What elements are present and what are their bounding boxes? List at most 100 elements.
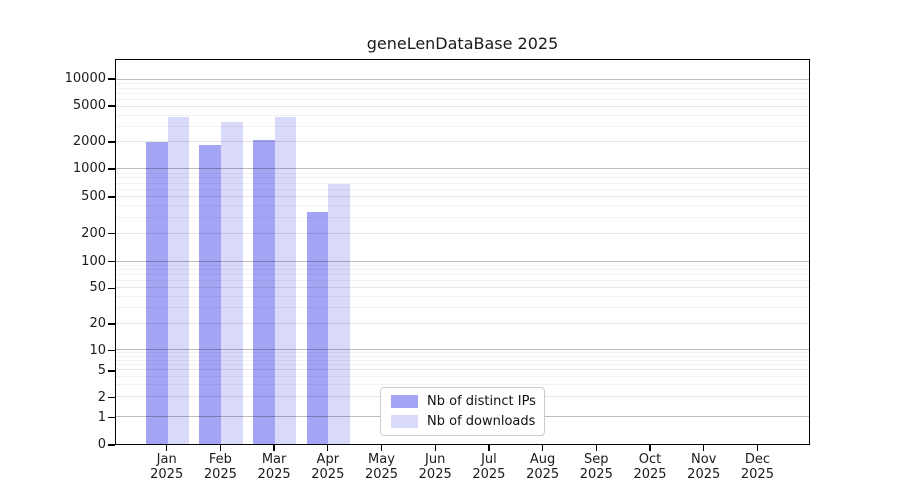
- gridline-minor: [116, 355, 809, 357]
- bar-downloads: [221, 122, 243, 444]
- y-tick-label: 5000: [72, 98, 106, 114]
- bar-distinct-ips: [145, 141, 168, 444]
- x-tick-mark: [541, 445, 544, 451]
- gridline-minor: [116, 274, 809, 276]
- gridline-minor: [116, 280, 809, 282]
- gridline-minor: [116, 172, 809, 174]
- bar-downloads: [167, 116, 190, 444]
- x-tick-label: Mar 2025: [257, 452, 291, 482]
- gridline-minor: [116, 177, 809, 179]
- legend: Nb of distinct IPs Nb of downloads: [380, 387, 545, 436]
- y-tick-label: 20: [89, 315, 106, 331]
- gridline-minor: [116, 369, 809, 371]
- x-tick-mark: [380, 445, 383, 451]
- y-tick-mark: [108, 287, 115, 290]
- x-tick-label: Sep 2025: [579, 452, 613, 482]
- x-tick-label: Nov 2025: [687, 452, 721, 482]
- gridline-minor: [116, 87, 809, 89]
- y-tick-label: 50: [89, 280, 106, 296]
- y-tick-label: 500: [81, 188, 106, 204]
- y-tick-mark: [108, 323, 115, 325]
- y-tick-mark: [108, 444, 115, 446]
- gridline-minor: [116, 306, 809, 308]
- y-tick-mark: [108, 78, 115, 80]
- x-tick-mark: [434, 445, 436, 451]
- y-tick-mark: [108, 370, 115, 372]
- y-tick-label: 5: [97, 362, 106, 378]
- gridline-minor: [116, 269, 809, 271]
- gridline-minor: [116, 105, 809, 107]
- x-tick-mark: [488, 445, 490, 451]
- x-tick-mark: [703, 445, 705, 451]
- gridline-minor: [116, 141, 809, 143]
- legend-label-distinct-ips: Nb of distinct IPs: [427, 394, 536, 409]
- legend-item-downloads: Nb of downloads: [391, 414, 536, 429]
- bar-distinct-ips: [253, 140, 275, 444]
- gridline-minor: [116, 375, 809, 377]
- gridline-minor: [116, 216, 809, 218]
- x-tick-mark: [219, 445, 222, 451]
- y-tick-mark: [108, 141, 115, 143]
- bar-downloads: [328, 184, 350, 444]
- gridline-major: [116, 260, 809, 262]
- y-tick-label: 200: [81, 225, 106, 241]
- legend-label-downloads: Nb of downloads: [427, 414, 536, 429]
- gridline-minor: [116, 188, 809, 190]
- y-tick-mark: [108, 196, 115, 198]
- chart-title: geneLenDataBase 2025: [366, 34, 559, 53]
- x-tick-label: May 2025: [364, 452, 399, 482]
- y-tick-label: 2000: [72, 133, 106, 149]
- gridline-minor: [116, 384, 809, 386]
- y-tick-label: 10: [89, 342, 106, 358]
- bar-distinct-ips: [306, 212, 329, 444]
- y-tick-label: 2: [97, 389, 106, 405]
- y-tick-label: 1: [97, 409, 106, 425]
- x-tick-label: Aug 2025: [526, 452, 560, 482]
- gridline-minor: [116, 352, 809, 354]
- x-tick-label: Jan 2025: [150, 452, 184, 482]
- y-tick-mark: [108, 105, 115, 107]
- gridline-minor: [116, 264, 809, 266]
- legend-swatch-distinct-ips: [391, 395, 418, 408]
- x-tick-mark: [649, 445, 651, 451]
- plot-area: Nb of distinct IPs Nb of downloads: [115, 59, 810, 445]
- gridline-minor: [116, 182, 809, 184]
- y-tick-mark: [108, 260, 115, 263]
- y-tick-label: 100: [81, 253, 106, 269]
- gridline-major: [116, 78, 809, 80]
- x-tick-mark: [273, 445, 275, 451]
- gridline-minor: [116, 114, 809, 116]
- gridline-major: [116, 168, 809, 170]
- gridline-major: [116, 349, 809, 351]
- bar-downloads: [274, 116, 297, 444]
- gridline-minor: [116, 92, 809, 94]
- x-tick-label: Apr 2025: [311, 452, 345, 482]
- x-tick-mark: [327, 445, 329, 451]
- y-tick-mark: [108, 396, 115, 399]
- y-tick-label: 0: [97, 437, 106, 452]
- gridline-minor: [116, 295, 809, 297]
- x-tick-mark: [595, 445, 597, 451]
- gridline-minor: [116, 359, 809, 361]
- x-tick-label: Oct 2025: [633, 452, 667, 482]
- legend-swatch-downloads: [391, 415, 418, 428]
- gridline-minor: [116, 287, 809, 289]
- y-tick-mark: [108, 417, 115, 419]
- gridline-minor: [116, 322, 809, 324]
- gridline-minor: [116, 363, 809, 365]
- bar-distinct-ips: [199, 145, 222, 444]
- x-tick-label: Dec 2025: [740, 452, 774, 482]
- y-tick-mark: [108, 168, 115, 170]
- x-tick-label: Jul 2025: [472, 452, 506, 482]
- y-tick-label: 10000: [64, 70, 106, 86]
- y-tick-label: 1000: [72, 161, 106, 176]
- gridline-minor: [116, 98, 809, 100]
- x-tick-label: Feb 2025: [203, 452, 237, 482]
- bars-layer: [116, 60, 809, 444]
- x-tick-label: Jun 2025: [418, 452, 452, 482]
- legend-item-distinct-ips: Nb of distinct IPs: [391, 394, 536, 409]
- x-tick-mark: [756, 445, 759, 451]
- gridline-minor: [116, 205, 809, 207]
- gridline-minor: [116, 125, 809, 127]
